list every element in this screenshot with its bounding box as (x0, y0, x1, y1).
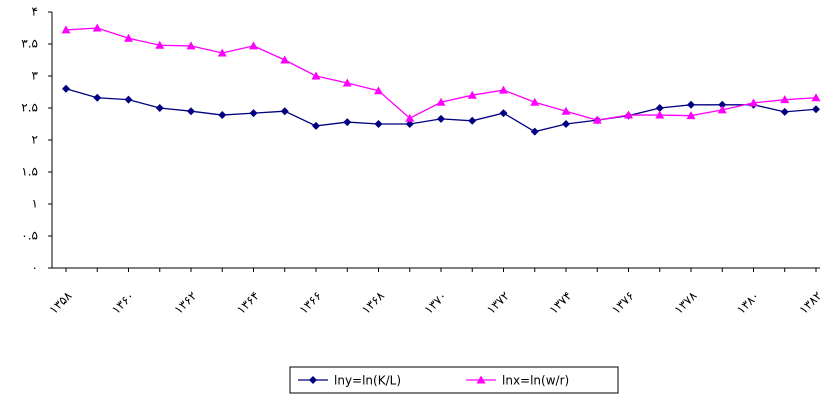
x-tick-label: ۱۳۸۲ (796, 289, 823, 317)
marker (281, 107, 289, 115)
marker (93, 24, 102, 32)
x-tick-label: ۱۳۷۲ (484, 289, 512, 317)
marker (280, 56, 289, 64)
marker (375, 120, 383, 128)
legend-label: lny=ln(K/L) (334, 374, 401, 388)
y-tick-label: ۰.۵ (21, 229, 38, 243)
marker (312, 122, 320, 130)
x-tick-label: ۱۳۶۸ (359, 288, 388, 317)
marker (125, 96, 133, 104)
x-tick-label: ۱۳۷۸ (671, 288, 700, 317)
marker (249, 41, 258, 49)
marker (812, 93, 821, 101)
x-tick-label: ۱۳۵۸ (46, 288, 75, 317)
marker (312, 72, 321, 80)
marker (687, 101, 695, 109)
x-tick-label: ۱۳۶۴ (234, 289, 262, 317)
marker (562, 120, 570, 128)
y-tick-label: ۰ (32, 261, 38, 275)
marker (499, 86, 508, 94)
series-line (66, 89, 816, 132)
x-tick-label: ۱۳۶۲ (171, 289, 199, 317)
chart: ۰ ۰.۵ ۱ ۱.۵ ۲ ۲.۵ ۳ ۳.۵ ۴ ۱۳۵۸ ۱۳۶۰ ۱۳۶۲ ۱۳۶۴ ۱۳۶۶ ۱۳۶… (0, 0, 823, 409)
x-tick-label: ۱۳۶۰ (109, 289, 137, 317)
x-tick-label: ۱۳۷۶ (609, 289, 637, 317)
marker (218, 111, 226, 119)
marker (468, 117, 476, 125)
marker (62, 85, 70, 93)
marker (156, 104, 164, 112)
marker (812, 105, 820, 113)
y-tick-label: ۲ (32, 133, 38, 147)
y-tick-label: ۳.۵ (21, 37, 38, 51)
marker (437, 115, 445, 123)
marker (531, 128, 539, 136)
marker (187, 107, 195, 115)
marker (500, 109, 508, 117)
marker (781, 108, 789, 116)
x-tick-label: ۱۳۷۰ (421, 289, 449, 317)
marker (93, 94, 101, 102)
y-tick-label: ۱ (32, 197, 38, 211)
marker (250, 109, 258, 117)
x-tick-label: ۱۳۷۴ (546, 289, 574, 317)
y-tick-label: ۴ (32, 5, 38, 19)
legend: lny=ln(K/L) lnx=ln(w/r) (290, 367, 618, 393)
y-tick-label: ۱.۵ (21, 165, 38, 179)
x-tick-label: ۱۳۸۰ (734, 289, 762, 317)
y-tick-label: ۳ (32, 69, 39, 83)
marker (530, 98, 539, 106)
legend-label: lnx=ln(w/r) (502, 374, 569, 388)
y-tick-label: ۲.۵ (21, 101, 38, 115)
marker (343, 118, 351, 126)
series-line (66, 28, 816, 120)
x-tick-label: ۱۳۶۶ (296, 289, 324, 317)
